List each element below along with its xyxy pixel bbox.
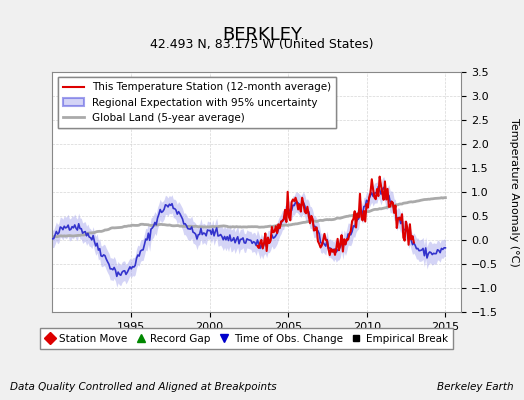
Y-axis label: Temperature Anomaly (°C): Temperature Anomaly (°C) [509, 118, 519, 266]
Legend: Station Move, Record Gap, Time of Obs. Change, Empirical Break: Station Move, Record Gap, Time of Obs. C… [39, 328, 453, 349]
Legend: This Temperature Station (12-month average), Regional Expectation with 95% uncer: This Temperature Station (12-month avera… [58, 77, 336, 128]
Text: BERKLEY: BERKLEY [222, 26, 302, 44]
Text: 42.493 N, 83.175 W (United States): 42.493 N, 83.175 W (United States) [150, 38, 374, 51]
Text: Data Quality Controlled and Aligned at Breakpoints: Data Quality Controlled and Aligned at B… [10, 382, 277, 392]
Text: Berkeley Earth: Berkeley Earth [437, 382, 514, 392]
